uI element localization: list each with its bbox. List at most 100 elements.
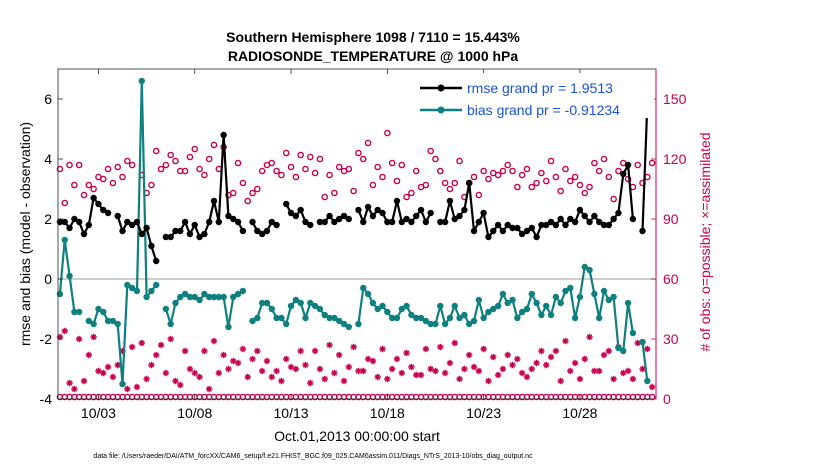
bias-point	[162, 305, 170, 313]
rmse-point	[321, 218, 328, 226]
rmse-point	[398, 218, 405, 226]
obs-assimilated-point	[441, 369, 449, 377]
bias-point	[393, 314, 401, 322]
rmse-point	[374, 206, 381, 214]
obs-possible-point	[600, 155, 608, 163]
obs-assimilated-point	[388, 365, 396, 373]
rmse-point	[138, 230, 145, 238]
bias-point	[225, 323, 232, 331]
bias-point	[605, 296, 613, 304]
bias-point	[379, 302, 386, 310]
obs-assimilated-point	[124, 385, 131, 393]
obs-assimilated-point	[624, 367, 632, 375]
y-tick-label: 0	[44, 271, 52, 287]
obs-assimilated-point	[437, 343, 444, 351]
rmse-point	[388, 218, 396, 226]
obs-assimilated-point	[518, 369, 526, 377]
bias-point	[230, 293, 237, 301]
obs-possible-point	[504, 161, 512, 169]
rmse-point	[263, 227, 271, 235]
bias-point	[234, 290, 242, 298]
rmse-point	[249, 218, 256, 226]
rmse-point	[210, 197, 218, 205]
plot-area	[58, 69, 656, 399]
obs-assimilated-point	[490, 353, 497, 361]
rmse-point	[66, 224, 73, 232]
obs-possible-point	[408, 189, 415, 197]
bias-point	[413, 314, 420, 322]
rmse-point	[595, 218, 603, 226]
obs-assimilated-point	[600, 351, 608, 359]
rmse-point	[230, 215, 237, 223]
obs-assimilated-point	[181, 347, 189, 355]
obs-assimilated-point	[210, 337, 218, 345]
obs-assimilated-point	[196, 373, 203, 381]
rmse-point	[403, 215, 410, 223]
rmse-point	[133, 218, 141, 226]
obs-assimilated-point	[75, 335, 83, 343]
bias-point	[360, 284, 367, 292]
rmse-point	[369, 212, 377, 220]
rmse-point	[552, 221, 560, 229]
rmse-point	[128, 221, 136, 229]
obs-possible-point	[566, 177, 574, 185]
obs-assimilated-point	[543, 361, 550, 369]
bias-point	[408, 311, 415, 319]
bias-point	[538, 311, 545, 319]
obs-possible-point	[542, 177, 550, 185]
obs-possible-point	[326, 171, 333, 179]
rmse-point	[100, 206, 107, 214]
obs-assimilated-point	[364, 355, 372, 363]
y2-axis-label: # of obs: o=possible; ×=assimilated	[697, 132, 713, 351]
bias-point	[364, 290, 372, 298]
obs-possible-point	[359, 155, 367, 163]
bias-point	[196, 296, 203, 304]
y2-tick-label: 60	[663, 271, 679, 287]
obs-assimilated-point	[562, 337, 569, 345]
obs-possible-point	[75, 161, 83, 169]
obs-possible-point	[432, 155, 439, 163]
rmse-point	[268, 218, 275, 226]
obs-assimilated-point	[595, 367, 603, 375]
obs-assimilated-point	[350, 343, 357, 351]
obs-assimilated-point	[586, 333, 593, 341]
rmse-point	[528, 224, 535, 232]
obs-possible-point	[412, 167, 420, 175]
obs-assimilated-point	[480, 345, 487, 353]
obs-possible-point	[229, 189, 237, 197]
obs-assimilated-point	[547, 353, 555, 361]
rmse-point	[196, 233, 203, 241]
obs-assimilated-point	[629, 375, 637, 383]
obs-possible-point	[331, 189, 338, 197]
rmse-point	[345, 215, 353, 223]
obs-assimilated-point	[148, 361, 155, 369]
obs-possible-point	[282, 149, 290, 157]
rmse-point	[533, 233, 540, 241]
obs-assimilated-point	[576, 375, 584, 383]
x-axis-label: Oct.01,2013 00:00:00 start	[274, 428, 440, 444]
rmse-point	[494, 221, 502, 229]
bias-point	[456, 314, 463, 322]
obs-assimilated-point	[104, 363, 112, 371]
rmse-point	[408, 218, 415, 226]
rmse-point	[571, 218, 579, 226]
obs-assimilated-point	[215, 369, 223, 377]
bias-point	[600, 287, 608, 295]
bias-point	[85, 317, 93, 325]
rmse-point	[393, 197, 401, 205]
bias-point	[258, 299, 266, 307]
obs-possible-point	[244, 197, 252, 205]
obs-assimilated-point	[422, 345, 430, 353]
obs-possible-point	[311, 169, 319, 177]
obs-assimilated-point	[273, 367, 280, 375]
bias-point	[437, 302, 444, 310]
obs-possible-point	[499, 167, 507, 175]
rmse-point	[629, 215, 637, 223]
y-tick-label: -4	[40, 391, 53, 407]
bias-point	[427, 320, 434, 328]
obs-assimilated-point	[311, 347, 319, 355]
obs-assimilated-point	[456, 375, 463, 383]
obs-assimilated-point	[201, 347, 208, 355]
y2-axis-ticks: 0 30 60 90 120 150	[651, 69, 687, 407]
obs-assimilated-point	[225, 365, 232, 373]
